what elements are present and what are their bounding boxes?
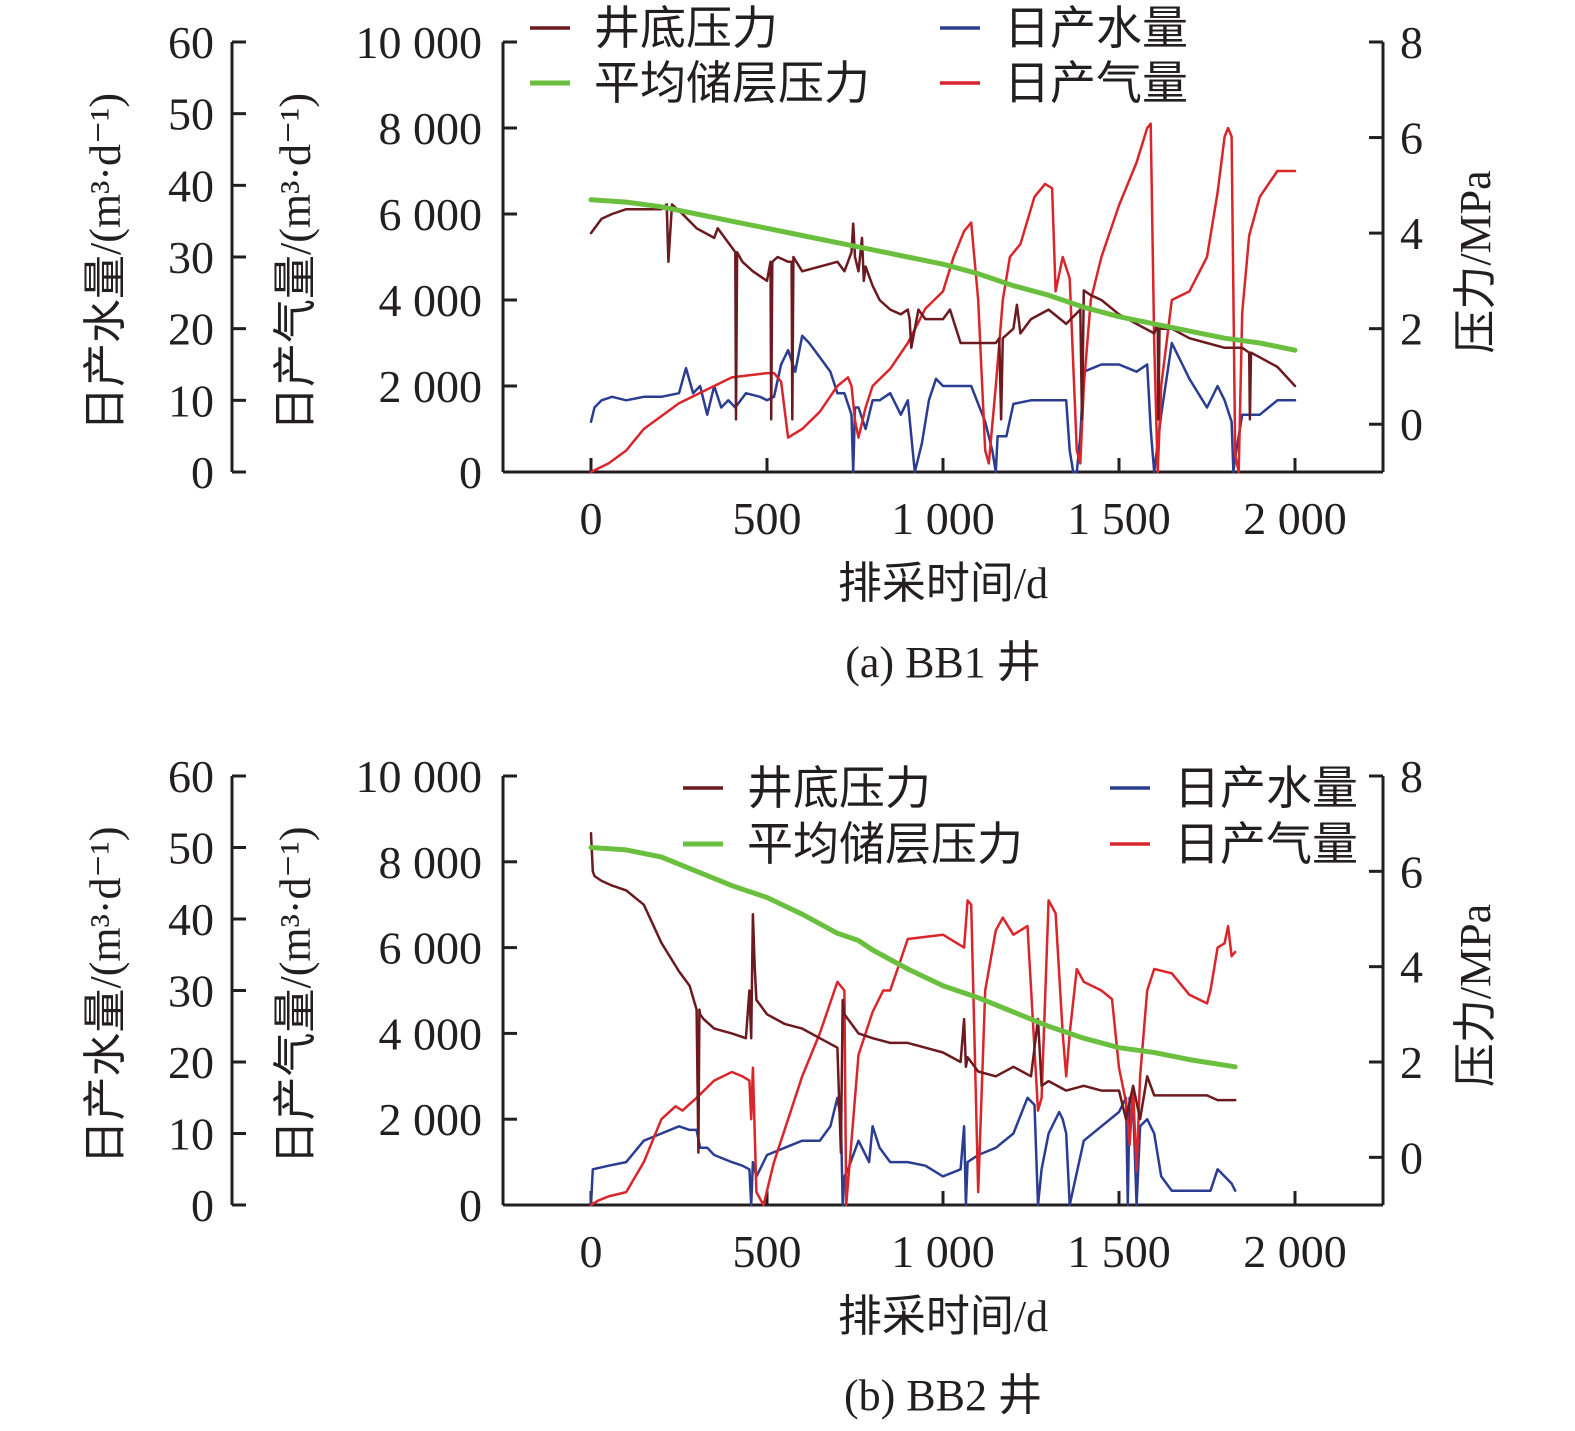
series-line-bhp: [589, 831, 1237, 1154]
series-group: [588, 831, 1238, 1207]
pressure-axis-tick-label: 8: [1400, 751, 1423, 802]
pressure-axis-tick-label: 4: [1400, 942, 1423, 993]
water-axis-tick-label: 20: [168, 1037, 214, 1088]
gas-axis-tick-label: 2 000: [379, 1094, 483, 1145]
water-axis-tick-label: 40: [168, 160, 214, 211]
water-axis-tick-label: 50: [168, 89, 214, 140]
gas-axis-tick-label: 8 000: [379, 103, 483, 154]
x-axis-tick-label: 1 000: [891, 1226, 995, 1277]
legend-label-bhp: 井底压力: [747, 763, 931, 814]
x-axis-tick-label: 1 500: [1067, 1226, 1171, 1277]
water-axis-title: 日产水量/(m³·d⁻¹): [81, 93, 130, 431]
water-axis-tick-label: 60: [168, 17, 214, 68]
gas-axis-tick-label: 10 000: [356, 751, 483, 802]
x-axis-title: 排采时间/d: [838, 559, 1048, 608]
water-axis-tick-label: 20: [168, 304, 214, 355]
series-line-reservoir: [588, 197, 1298, 353]
legend-label-bhp: 井底压力: [594, 3, 778, 54]
x-axis-tick-label: 0: [580, 1226, 603, 1277]
x-axis-title: 排采时间/d: [838, 1292, 1048, 1341]
gas-axis-tick-label: 2 000: [379, 361, 483, 412]
water-axis-tick-label: 50: [168, 823, 214, 874]
water-axis-tick-label: 0: [191, 1180, 214, 1231]
water-axis-tick-label: 30: [168, 966, 214, 1017]
water-axis-title: 日产水量/(m³·d⁻¹): [81, 826, 130, 1164]
pressure-axis-tick-label: 4: [1400, 208, 1423, 259]
gas-axis-tick-label: 4 000: [379, 1008, 483, 1059]
x-axis-tick-label: 1 000: [891, 493, 995, 544]
gas-axis-tick-label: 8 000: [379, 837, 483, 888]
x-axis-tick-label: 1 500: [1067, 493, 1171, 544]
x-axis-tick-label: 500: [733, 1226, 802, 1277]
water-axis-tick-label: 10: [168, 375, 214, 426]
pressure-axis-tick-label: 6: [1400, 113, 1423, 164]
legend-label-gas: 日产气量: [1174, 819, 1358, 870]
series-line-gas: [589, 899, 1237, 1207]
series-line-gas: [589, 122, 1297, 474]
gas-axis-tick-label: 6 000: [379, 923, 483, 974]
gas-axis-tick-label: 0: [459, 1180, 482, 1231]
pressure-axis-tick-label: 2: [1400, 1037, 1423, 1088]
gas-axis-tick-label: 10 000: [356, 17, 483, 68]
gas-axis-tick-label: 0: [459, 447, 482, 498]
pressure-axis-tick-label: 6: [1400, 846, 1423, 897]
series-line-bhp: [589, 203, 1297, 421]
pressure-axis-title: 压力/MPa: [1451, 170, 1500, 353]
x-axis-tick-label: 2 000: [1243, 1226, 1347, 1277]
x-axis-tick-label: 2 000: [1243, 493, 1347, 544]
legend-label-gas: 日产气量: [1004, 58, 1188, 109]
gas-axis-tick-label: 6 000: [379, 189, 483, 240]
water-axis-tick-label: 10: [168, 1109, 214, 1160]
x-axis-tick-label: 500: [733, 493, 802, 544]
water-axis-tick-label: 40: [168, 894, 214, 945]
water-axis-tick-label: 30: [168, 232, 214, 283]
legend-label-reservoir: 平均储层压力: [747, 819, 1023, 870]
gas-axis-title: 日产气量/(m³·d⁻¹): [271, 93, 320, 431]
legend-label-water: 日产水量: [1004, 3, 1188, 54]
x-axis-tick-label: 0: [580, 493, 603, 544]
series-group: [588, 122, 1298, 474]
gas-axis-tick-label: 4 000: [379, 275, 483, 326]
pressure-axis-title: 压力/MPa: [1451, 904, 1500, 1087]
chart-caption: (a) BB1 井: [845, 638, 1041, 687]
series-line-reservoir: [588, 845, 1238, 1070]
gas-axis-title: 日产气量/(m³·d⁻¹): [271, 826, 320, 1164]
water-axis-tick-label: 0: [191, 447, 214, 498]
legend-label-water: 日产水量: [1174, 763, 1358, 814]
pressure-axis-tick-label: 0: [1400, 399, 1423, 450]
pressure-axis-tick-label: 0: [1400, 1132, 1423, 1183]
legend-label-reservoir: 平均储层压力: [594, 58, 870, 109]
chart-caption: (b) BB2 井: [844, 1371, 1042, 1420]
water-axis-tick-label: 60: [168, 751, 214, 802]
series-line-water: [589, 334, 1297, 474]
pressure-axis-tick-label: 2: [1400, 304, 1423, 355]
pressure-axis-tick-label: 8: [1400, 17, 1423, 68]
